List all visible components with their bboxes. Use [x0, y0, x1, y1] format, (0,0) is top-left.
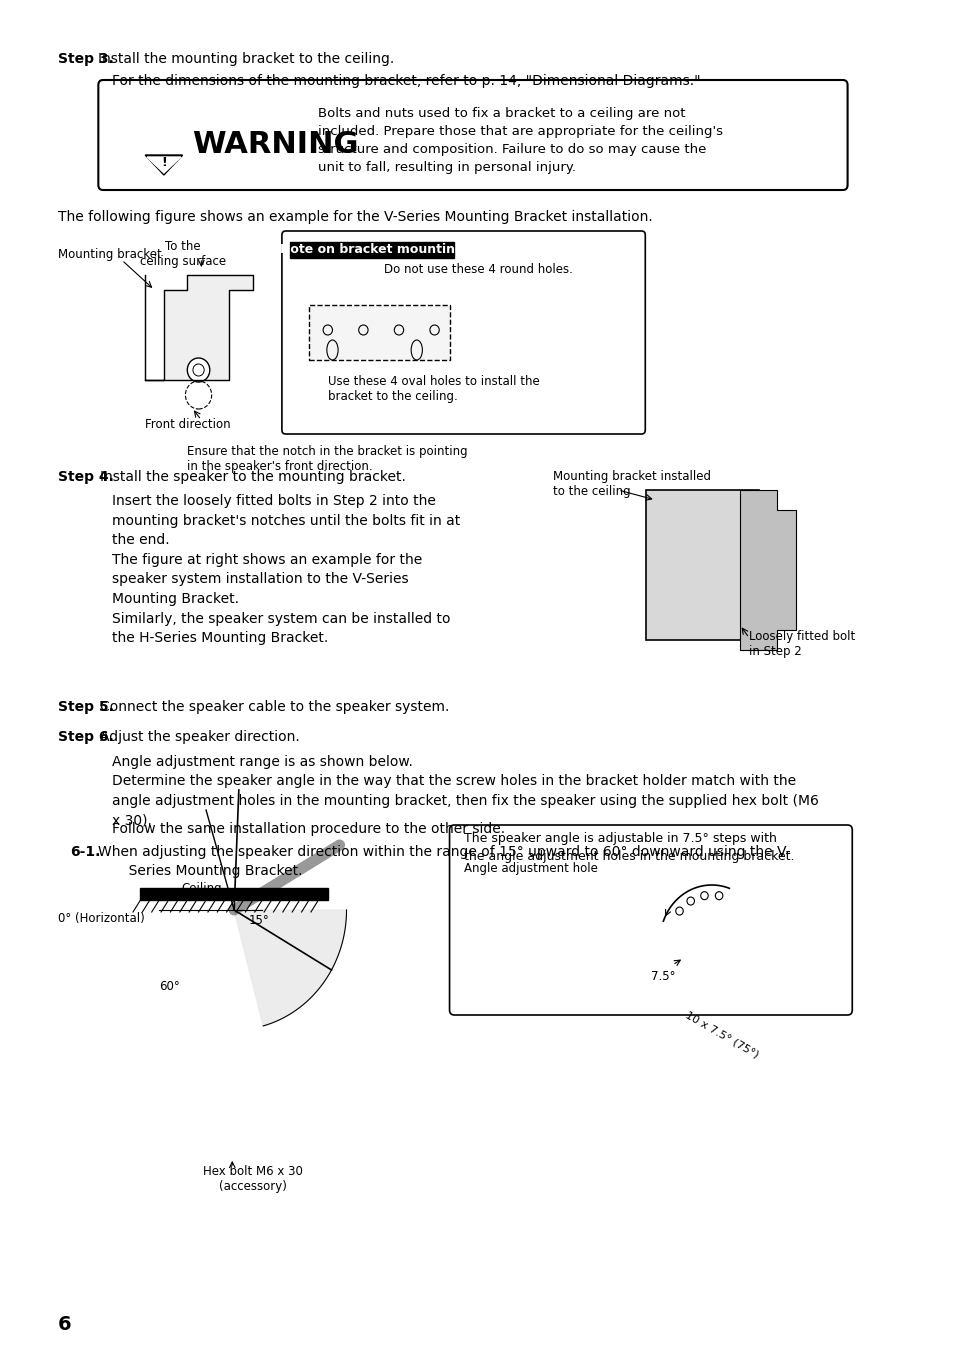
Text: The speaker angle is adjustable in 7.5° steps with
the angle adjustment holes in: The speaker angle is adjustable in 7.5° …	[463, 832, 793, 863]
Text: When adjusting the speaker direction within the range of 15° upward to 60° downw: When adjusting the speaker direction wit…	[98, 844, 790, 878]
FancyBboxPatch shape	[449, 825, 851, 1015]
Text: 6: 6	[58, 1315, 71, 1333]
Text: Connect the speaker cable to the speaker system.: Connect the speaker cable to the speaker…	[100, 700, 449, 713]
Text: Step 4.: Step 4.	[58, 470, 113, 484]
Text: To the
ceiling surface: To the ceiling surface	[139, 240, 226, 267]
Polygon shape	[233, 911, 346, 1025]
Text: Adjust the speaker direction.: Adjust the speaker direction.	[100, 730, 299, 744]
Text: Step 5.: Step 5.	[58, 700, 113, 713]
Polygon shape	[147, 157, 180, 173]
Circle shape	[700, 892, 707, 900]
Text: WARNING: WARNING	[192, 130, 358, 159]
Text: Do not use these 4 round holes.: Do not use these 4 round holes.	[384, 263, 572, 276]
Text: The following figure shows an example for the V-Series Mounting Bracket installa: The following figure shows an example fo…	[58, 209, 652, 224]
Text: Angle adjustment range is as shown below.
Determine the speaker angle in the way: Angle adjustment range is as shown below…	[112, 755, 819, 828]
Circle shape	[187, 358, 210, 382]
Circle shape	[675, 907, 682, 915]
Bar	[309, 305, 449, 359]
Bar	[290, 242, 454, 258]
Text: !: !	[161, 155, 167, 169]
Text: For the dimensions of the mounting bracket, refer to p. 14, "Dimensional Diagram: For the dimensions of the mounting brack…	[112, 74, 700, 88]
Text: Note on bracket mounting: Note on bracket mounting	[279, 243, 463, 255]
Text: Step 3.: Step 3.	[58, 51, 113, 66]
Text: 0° (Horizontal): 0° (Horizontal)	[58, 912, 145, 925]
Text: Use these 4 oval holes to install the
bracket to the ceiling.: Use these 4 oval holes to install the br…	[328, 376, 539, 403]
Text: Bolts and nuts used to fix a bracket to a ceiling are not
included. Prepare thos: Bolts and nuts used to fix a bracket to …	[318, 107, 722, 174]
Text: Insert the loosely fitted bolts in Step 2 into the
mounting bracket's notches un: Insert the loosely fitted bolts in Step …	[112, 494, 460, 547]
Text: 7.5°: 7.5°	[650, 970, 675, 984]
Text: Ensure that the notch in the bracket is pointing
in the speaker's front directio: Ensure that the notch in the bracket is …	[187, 444, 467, 473]
Text: 60°: 60°	[159, 979, 180, 993]
Text: Install the mounting bracket to the ceiling.: Install the mounting bracket to the ceil…	[98, 51, 395, 66]
Text: Ceiling: Ceiling	[181, 882, 221, 894]
Polygon shape	[740, 490, 795, 650]
Text: Step 6.: Step 6.	[58, 730, 113, 744]
Text: Loosely fitted bolt
in Step 2: Loosely fitted bolt in Step 2	[748, 630, 855, 658]
Text: 10 x 7.5° (75°): 10 x 7.5° (75°)	[683, 1011, 760, 1061]
Polygon shape	[145, 155, 182, 176]
Bar	[140, 888, 328, 900]
Circle shape	[715, 892, 722, 900]
Text: 6-1.: 6-1.	[71, 844, 100, 859]
Text: Hex bolt M6 x 30
(accessory): Hex bolt M6 x 30 (accessory)	[203, 1165, 302, 1193]
Polygon shape	[145, 276, 253, 380]
Text: Front direction: Front direction	[145, 417, 231, 431]
Text: 15°: 15°	[248, 915, 269, 927]
FancyBboxPatch shape	[98, 80, 846, 190]
Text: Mounting bracket installed
to the ceiling: Mounting bracket installed to the ceilin…	[552, 470, 710, 499]
Text: Mounting bracket: Mounting bracket	[58, 249, 162, 261]
Text: Angle adjustment hole: Angle adjustment hole	[463, 862, 597, 875]
Text: Follow the same installation procedure to the other side.: Follow the same installation procedure t…	[112, 821, 505, 836]
FancyBboxPatch shape	[281, 231, 644, 434]
Text: Install the speaker to the mounting bracket.: Install the speaker to the mounting brac…	[100, 470, 406, 484]
FancyBboxPatch shape	[645, 490, 758, 640]
Text: The figure at right shows an example for the
speaker system installation to the : The figure at right shows an example for…	[112, 553, 451, 644]
Circle shape	[686, 897, 694, 905]
Circle shape	[193, 363, 204, 376]
